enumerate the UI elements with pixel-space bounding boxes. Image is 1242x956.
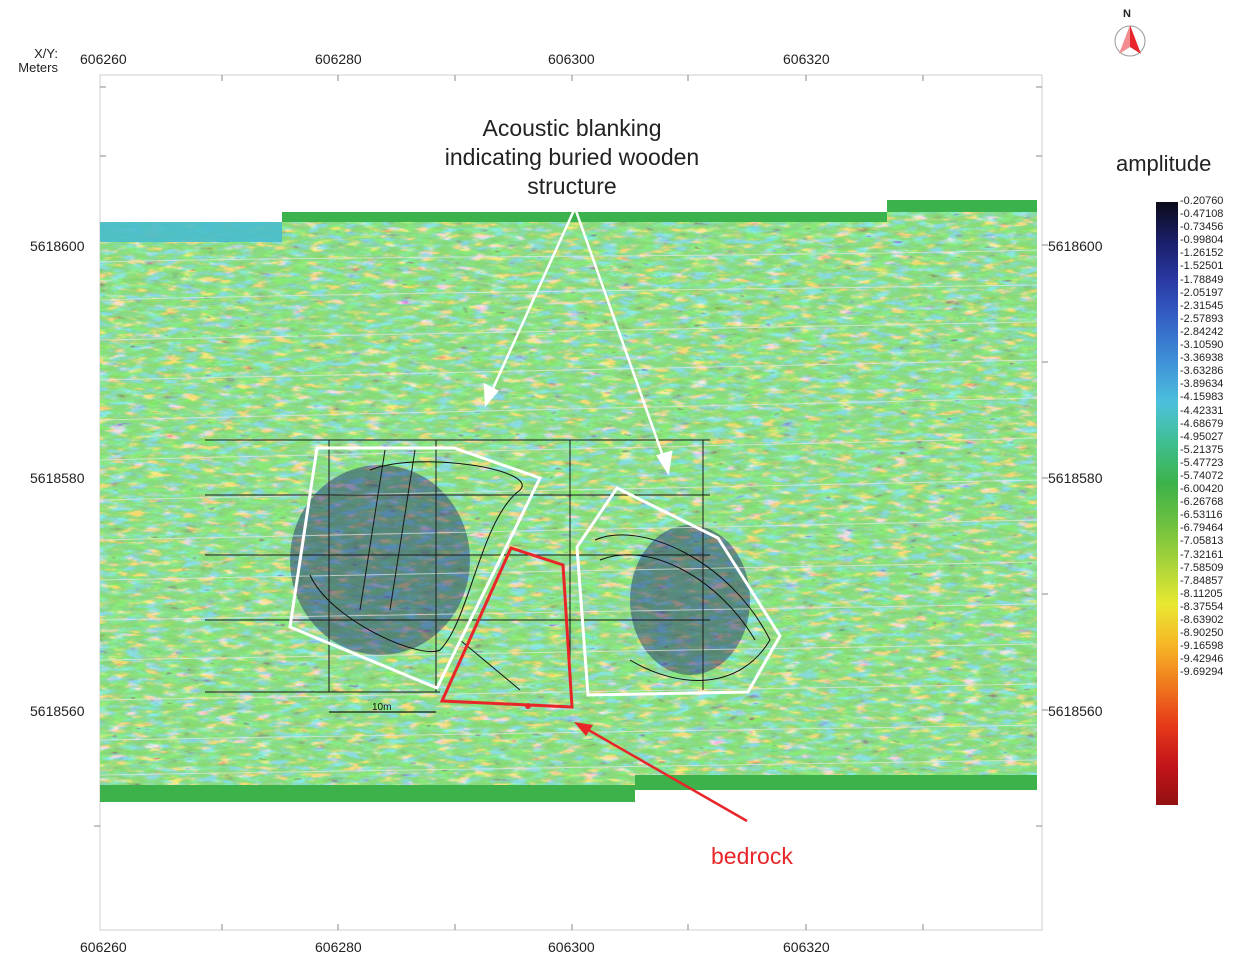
x-tick-top-1: 606280 [315,51,362,67]
legend-tick-label: -4.15983 [1180,391,1224,404]
x-tick-bottom-1: 606280 [315,939,362,955]
y-tick-left-2: 5618560 [30,703,85,719]
x-tick-top-0: 606260 [80,51,127,67]
y-tick-left-0: 5618600 [30,238,85,254]
legend-tick-label: -5.21375 [1180,443,1224,456]
structure-contours [309,461,771,681]
legend-title: amplitude [1116,151,1212,176]
legend-tick-label: -7.05813 [1180,535,1224,548]
axis-title: X/Y: Meters [6,47,58,75]
amplitude-raster [100,200,1037,802]
bedrock-annotation: bedrock [711,843,793,869]
legend-tick-label: -3.10590 [1180,339,1224,352]
legend-tick-label: -3.36938 [1180,352,1224,365]
legend-tick-label: -7.58509 [1180,561,1224,574]
blanking-arrows [483,207,673,476]
legend-tick-label: -6.00420 [1180,483,1224,496]
blanking-annotation-line3: structure [527,173,617,199]
north-arrow-icon [1114,25,1146,57]
x-tick-bottom-0: 606260 [80,939,127,955]
legend-tick-label: -2.57893 [1180,312,1224,325]
legend-tick-label: -2.05197 [1180,286,1224,299]
scale-bar-label: 10m [372,702,391,713]
legend-tick-label: -9.42946 [1180,653,1224,666]
legend-tick-label: -8.11205 [1180,587,1223,600]
x-tick-bottom-3: 606320 [783,939,830,955]
bedrock-marker [525,703,531,709]
bedrock-arrow [574,722,748,823]
bedrock-outline [439,546,574,709]
legend-tick-label: -0.20760 [1180,195,1224,207]
legend-tick-label: -8.37554 [1180,600,1224,613]
legend-tick-label: -9.16598 [1180,640,1224,653]
legend-tick-label: -7.32161 [1180,548,1224,561]
axis-title-line1: X/Y: [34,46,58,61]
legend-tick-label: -4.68679 [1180,417,1224,430]
legend-tick-label: -3.63286 [1180,365,1224,378]
legend-tick-label: -4.42331 [1180,404,1224,417]
legend-tick-label: -2.31545 [1180,299,1224,312]
legend-tick-label: -0.99804 [1180,234,1224,247]
y-tick-left-1: 5618580 [30,470,85,486]
legend-tick-label: -0.47108 [1180,208,1224,221]
blanking-annotation-line2: indicating buried wooden [444,144,700,170]
legend-tick-label: -3.89634 [1180,378,1224,391]
axis-title-line2: Meters [18,60,58,75]
legend-tick-label: -5.74072 [1180,469,1224,482]
legend-tick-label: -5.47723 [1180,456,1224,469]
legend-tick-label: -6.53116 [1180,509,1223,522]
legend-tick-label: -9.69294 [1180,666,1224,679]
legend-tick-label: -1.52501 [1180,260,1224,273]
legend-tick-label: -6.79464 [1180,522,1224,535]
blanking-outline-right [575,486,782,697]
legend-tick-label: -2.84242 [1180,325,1224,338]
legend-ticks: -0.20760 -0.47108 -0.73456 -0.99804 -1.26152… [1180,195,1240,679]
x-tick-top-3: 606320 [783,51,830,67]
legend-tick-label: -1.78849 [1180,273,1224,286]
y-tick-right-0: 5618600 [1048,238,1103,254]
blanking-annotation-line1: Acoustic blanking [482,115,662,141]
legend-colorbar [1156,202,1178,805]
blanking-outline-left [288,446,543,690]
blanking-annotation: Acoustic blanking indicating buried wood… [410,114,734,201]
legend-tick-label: -0.73456 [1180,221,1224,234]
survey-grid [205,439,710,693]
y-tick-right-1: 5618580 [1048,470,1103,486]
legend-tick-label: -6.26768 [1180,496,1224,509]
legend-tick-label: -8.63902 [1180,614,1224,626]
legend-tick-label: -7.84857 [1180,574,1224,587]
legend-tick-label: -4.95027 [1180,430,1224,443]
north-label: N [1123,8,1131,20]
y-tick-right-2: 5618560 [1048,703,1103,719]
x-tick-top-2: 606300 [548,51,595,67]
legend-tick-label: -1.26152 [1180,247,1224,260]
north-arrow: N [1112,8,1148,60]
x-tick-bottom-2: 606300 [548,939,595,955]
legend-tick-label: -8.90250 [1180,627,1224,640]
